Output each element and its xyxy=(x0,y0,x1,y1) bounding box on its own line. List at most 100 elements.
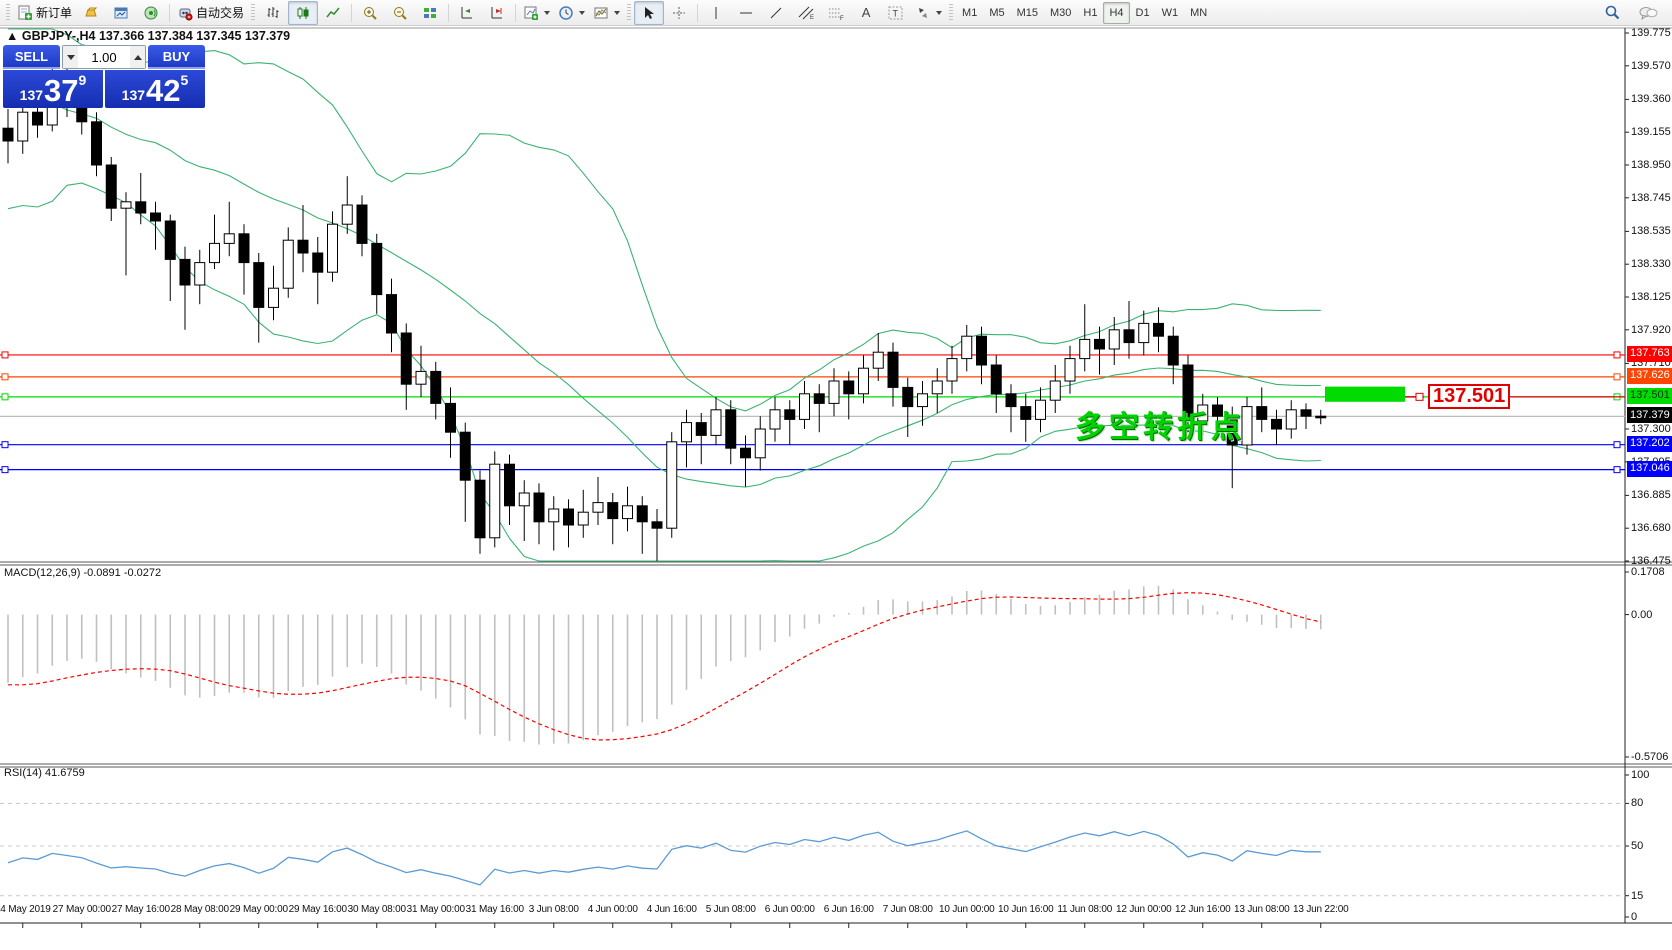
price-tick-label: 139.775 xyxy=(1631,27,1671,39)
equidistant-channel-tool[interactable]: E xyxy=(791,1,821,25)
new-chart-button[interactable] xyxy=(519,1,554,25)
tf-h4-button[interactable]: H4 xyxy=(1103,1,1130,24)
volume-stepper xyxy=(62,45,146,69)
bar-chart-icon xyxy=(267,6,279,18)
new-order-button[interactable]: 新订单 xyxy=(13,1,76,25)
time-axis-label: 28 May 08:00 xyxy=(170,904,229,915)
new-order-icon xyxy=(18,5,32,20)
tf-m1-button[interactable]: M1 xyxy=(962,6,978,19)
auto-trading-button[interactable]: 自动交易 xyxy=(173,1,248,25)
volume-up-icon xyxy=(133,54,142,60)
tf-m30-button[interactable]: M30 xyxy=(1050,6,1072,19)
candlestick-icon xyxy=(297,6,309,19)
price-callout-label[interactable]: 137.501 xyxy=(1428,383,1511,409)
chat-button[interactable] xyxy=(1633,1,1663,25)
auto-scroll-button[interactable] xyxy=(452,1,482,25)
time-axis-label: 5 Jun 08:00 xyxy=(705,904,756,915)
current-price-label: 137.379 xyxy=(1627,407,1672,424)
search-button[interactable] xyxy=(1597,1,1627,25)
chat-icon xyxy=(1639,6,1658,20)
rsi-tick-label: 80 xyxy=(1631,797,1644,810)
text-tool[interactable]: A xyxy=(851,1,881,25)
auto-trading-icon xyxy=(179,8,193,20)
price-tick-label: 139.570 xyxy=(1631,59,1671,72)
period-button[interactable] xyxy=(554,1,589,25)
chart-shift-icon xyxy=(491,6,503,18)
sell-price-sup: 9 xyxy=(78,72,87,88)
volume-input[interactable] xyxy=(78,46,130,68)
tf-h1-button[interactable]: H1 xyxy=(1083,6,1098,19)
cursor-tool-button[interactable] xyxy=(634,0,665,25)
toolbar-grip[interactable] xyxy=(6,3,10,22)
arrows-tool[interactable] xyxy=(911,1,946,25)
sell-price-big: 37 xyxy=(44,73,79,108)
cursor-icon xyxy=(645,6,655,19)
chart-canvas xyxy=(0,27,1672,928)
gold-icon xyxy=(85,7,98,16)
time-axis-label: 27 May 16:00 xyxy=(111,904,170,915)
timeframe-group: M1 M5 M15 M30 H1 H4 D1 W1 MN xyxy=(956,1,1213,24)
period-caret xyxy=(579,10,586,15)
zoom-in-button[interactable] xyxy=(355,1,385,25)
one-click-trading-panel: SELL BUY 137 37 9 137 42 5 xyxy=(3,45,205,108)
price-level-label: 137.046 xyxy=(1627,460,1672,477)
gold-button[interactable] xyxy=(76,1,106,25)
sell-button[interactable]: SELL xyxy=(3,45,60,69)
arrows-icon xyxy=(919,7,928,18)
tf-d1-button[interactable]: D1 xyxy=(1135,6,1150,19)
fibonacci-tool[interactable]: F xyxy=(821,1,851,25)
tile-windows-button[interactable] xyxy=(415,1,445,25)
buy-button[interactable]: BUY xyxy=(148,45,205,69)
rsi-tick-label: 50 xyxy=(1631,840,1644,852)
price-tick-label: 136.885 xyxy=(1631,489,1671,502)
candlestick-mode-button[interactable] xyxy=(288,0,319,25)
buy-price-box[interactable]: 137 42 5 xyxy=(105,70,205,108)
rsi-indicator-label: RSI(14) 41.6759 xyxy=(4,767,85,779)
zoom-out-icon xyxy=(394,6,407,20)
crosshair-tool-button[interactable] xyxy=(664,1,694,25)
volume-increase-button[interactable] xyxy=(130,46,145,68)
macd-tick-label: -0.5706 xyxy=(1631,750,1669,763)
time-axis-label: 4 Jun 00:00 xyxy=(587,904,638,915)
price-tick-label: 137.300 xyxy=(1631,423,1671,435)
vertical-line-icon xyxy=(715,6,717,19)
tf-w1-button[interactable]: W1 xyxy=(1161,6,1179,19)
sell-price-box[interactable]: 137 37 9 xyxy=(3,70,103,108)
price-tick-label: 136.680 xyxy=(1631,522,1671,535)
horizontal-line-tool[interactable] xyxy=(731,1,761,25)
buy-price-sup: 5 xyxy=(180,72,189,88)
time-axis-label: 27 May 00:00 xyxy=(52,904,111,915)
volume-decrease-button[interactable] xyxy=(63,46,78,68)
rsi-tick-label: 100 xyxy=(1631,769,1650,781)
sell-price-prefix: 137 xyxy=(19,87,44,103)
zoom-out-button[interactable] xyxy=(385,1,415,25)
svg-text:E: E xyxy=(810,15,814,21)
macd-tick-label: 0.00 xyxy=(1631,608,1653,621)
svg-text:F: F xyxy=(840,16,844,21)
signals-button[interactable] xyxy=(136,1,166,25)
price-tick-label: 138.535 xyxy=(1631,225,1671,238)
crosshair-icon xyxy=(673,6,686,19)
price-level-label: 137.763 xyxy=(1627,345,1672,362)
tf-m5-button[interactable]: M5 xyxy=(989,6,1005,19)
chart-shift-button[interactable] xyxy=(482,1,512,25)
chart-area[interactable]: ▲ GBPJPY-,H4 137.366 137.384 137.345 137… xyxy=(0,26,1672,950)
turning-point-annotation[interactable]: 多空转折点 xyxy=(1075,411,1245,444)
text-label-icon: T xyxy=(888,6,903,19)
indicators-button[interactable] xyxy=(589,1,624,25)
volume-down-icon xyxy=(66,54,75,60)
time-axis-label: 11 Jun 08:00 xyxy=(1057,904,1113,915)
tf-m15-button[interactable]: M15 xyxy=(1016,6,1038,19)
line-chart-mode-button[interactable] xyxy=(318,1,348,25)
bar-chart-mode-button[interactable] xyxy=(258,1,288,25)
market-watch-button[interactable] xyxy=(106,1,136,25)
price-tick-label: 138.950 xyxy=(1631,159,1671,171)
trendline-icon xyxy=(770,7,782,18)
time-axis-label: 24 May 2019 xyxy=(0,904,51,915)
tf-mn-button[interactable]: MN xyxy=(1190,6,1208,19)
vertical-line-tool[interactable] xyxy=(701,1,731,25)
indicators-caret xyxy=(614,10,621,15)
trendline-tool[interactable] xyxy=(761,1,791,25)
text-label-tool[interactable]: T xyxy=(881,1,911,25)
auto-trading-label: 自动交易 xyxy=(196,6,245,20)
